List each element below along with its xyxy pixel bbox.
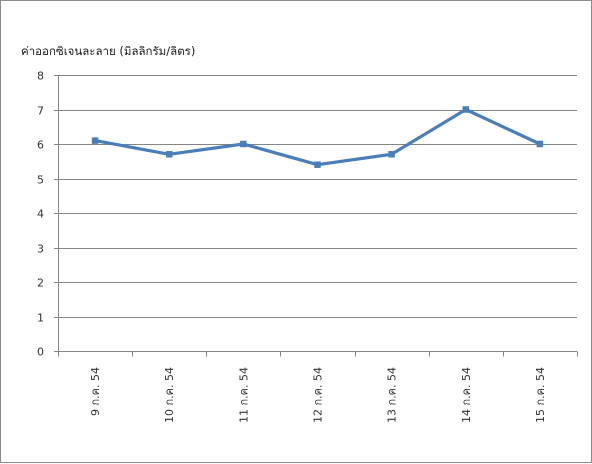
x-tick-label-4: 12 ก.ค. 54 [312, 367, 325, 423]
y-tick-label-1: 1 [37, 312, 44, 325]
data-point-2 [165, 151, 173, 158]
y-tick-label-7: 7 [37, 105, 44, 118]
data-point-3 [240, 140, 247, 148]
x-tick-label-1: 9 ก.ค. 54 [89, 367, 102, 416]
x-tick-label-5: 13 ก.ค. 54 [386, 367, 399, 423]
x-tick-label-3: 11 ก.ค. 54 [237, 367, 250, 423]
y-tick-labels: 0 1 2 3 4 5 6 7 8 [37, 70, 44, 359]
y-tick-label-8: 8 [37, 70, 44, 83]
y-tick-label-0: 0 [37, 346, 44, 359]
gridlines [58, 75, 577, 318]
y-tick-label-4: 4 [37, 208, 44, 221]
data-point-4 [314, 161, 321, 168]
data-point-7 [536, 140, 544, 148]
x-tick-labels: 9 ก.ค. 54 10 ก.ค. 54 11 ก.ค. 54 12 ก.ค. 54 1… [89, 367, 547, 423]
y-tick-label-6: 6 [37, 139, 44, 152]
series-line-1 [93, 107, 542, 167]
axes [54, 75, 578, 357]
y-tick-label-5: 5 [37, 174, 44, 187]
y-tick-label-3: 3 [37, 243, 44, 256]
data-point-5 [388, 151, 395, 158]
data-series [91, 106, 544, 168]
data-point-1 [91, 137, 99, 144]
x-tick-label-6: 14 ก.ค. 54 [460, 367, 473, 423]
x-tick-label-2: 10 ก.ค. 54 [163, 367, 176, 423]
x-tick-label-7: 15 ก.ค. 54 [534, 367, 547, 423]
data-point-6 [462, 106, 470, 113]
y-tick-label-2: 2 [37, 277, 44, 290]
y-axis-label: ค่าออกซิเจนละลาย (มิลลิกรัม/ลิตร) [21, 44, 195, 58]
